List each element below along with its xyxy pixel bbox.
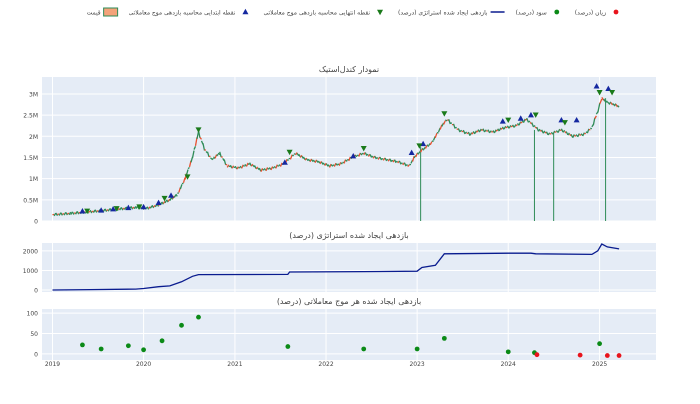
price-candle [367,154,369,155]
y-tick-label: 2.5M [23,113,38,120]
legend-label: قیمت [87,9,101,16]
x-tick-label: 2020 [136,361,151,368]
legend-item-exit[interactable]: نقطه انتهایی محاسبه بازدهی موج معاملاتی [263,9,383,16]
legend-item-loss[interactable]: زیان (درصد) [575,9,619,16]
x-tick-label: 2024 [501,361,516,368]
profit-point [141,347,146,352]
y-tick-label: 3M [29,91,38,98]
legend[interactable]: زیان (درصد) سود (درصد) بازدهی ایجاد شده اس… [87,8,619,16]
profit-point [442,336,447,341]
legend-label: نقطه انتهایی محاسبه بازدهی موج معاملاتی [263,9,370,16]
profit-point [415,347,420,352]
price-candle [590,128,591,129]
x-tick-label: 2025 [592,361,607,368]
price-candle [107,210,109,211]
wave-return-panel: 0 50 100 بازدهی ایجاد شده هر موج معاملاتی (… [27,297,656,368]
price-candle [486,131,488,132]
candlestick-panel: 0 0.5M 1M 1.5M 2M 2.5M 3M نمودار کندل‌استیک [23,65,656,226]
y-tick-label: 1M [29,176,38,183]
loss-point [535,352,540,357]
y-tick-label: 0 [34,351,38,358]
legend-item-equity[interactable]: بازدهی ایجاد شده استراتژی (درصد) [398,9,505,16]
panel-title: بازدهی ایجاد شده استراتژی (درصد) [289,231,408,240]
y-tick-label: 0.5M [23,197,38,204]
x-tick-label: 2021 [227,361,242,368]
legend-label: بازدهی ایجاد شده استراتژی (درصد) [398,9,488,16]
profit-point [285,344,290,349]
price-candle [263,169,265,170]
y-tick-label: 1.5M [23,155,38,162]
y-tick-label: 0 [34,219,38,226]
loss-point [605,353,610,358]
y-tick-label: 2000 [23,248,38,255]
price-candle [506,127,508,128]
y-tick-label: 0 [34,288,38,295]
panel-title: بازدهی ایجاد شده هر موج معاملاتی (درصد) [277,297,421,306]
y-tick-label: 100 [27,311,39,318]
profit-point [80,343,85,348]
loss-point [578,353,583,358]
legend-triangle-down-icon [377,10,383,15]
legend-label: زیان (درصد) [575,9,606,16]
x-tick-label: 2022 [318,361,333,368]
legend-item-profit[interactable]: سود (درصد) [516,9,560,16]
price-candle [277,166,279,167]
legend-item-entry[interactable]: نقطه ابتدایی محاسبه بازدهی موج معاملاتی [129,9,249,16]
price-candle [268,169,270,170]
price-candle [579,135,581,136]
price-candle [511,126,513,127]
legend-candle-icon [104,8,118,16]
price-candle [234,167,236,168]
price-candle [97,211,99,212]
profit-point [196,315,201,320]
price-candle [445,120,447,121]
legend-item-price[interactable]: قیمت [87,8,118,16]
price-candle [372,156,374,157]
profit-point [506,349,511,354]
y-tick-label: 2M [29,134,38,141]
legend-triangle-up-icon [242,9,248,14]
x-tick-label: 2023 [409,361,424,368]
legend-label: نقطه ابتدایی محاسبه بازدهی موج معاملاتی [129,9,236,16]
y-tick-label: 50 [30,331,38,338]
price-candle [89,211,91,212]
panel-title: نمودار کندل‌استیک [319,65,379,74]
y-tick-label: 1000 [23,268,38,275]
price-candle [521,122,523,123]
price-candle [333,165,335,166]
profit-point [179,323,184,328]
profit-point [597,341,602,346]
profit-point [126,343,131,348]
price-candle [467,133,469,134]
price-candle [525,119,527,120]
legend-dot-icon [554,10,559,15]
profit-point [99,347,104,352]
plot-background [42,309,656,360]
price-candle [338,164,340,165]
price-candle [92,211,94,212]
profit-point [361,347,366,352]
profit-point [160,338,165,343]
equity-panel: 0 1000 2000 بازدهی ایجاد شده استراتژی (درصد… [23,231,656,295]
price-candle [481,130,483,131]
x-tick-label: 2019 [45,361,60,368]
price-candle [574,136,576,137]
loss-point [617,353,622,358]
legend-label: سود (درصد) [516,9,547,16]
price-candle [491,132,493,133]
legend-dot-icon [614,10,619,15]
price-candle [188,168,189,169]
